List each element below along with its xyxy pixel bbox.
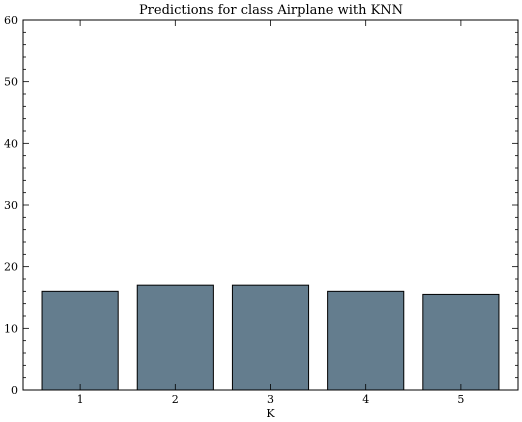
bar-3: [231, 284, 310, 391]
x-axis-title: K: [266, 407, 275, 420]
x-tick-label: 4: [362, 393, 369, 406]
y-tick-label: 40: [4, 137, 18, 150]
y-tick-label: 30: [4, 199, 18, 212]
bar-1: [41, 290, 119, 391]
bars-group: [41, 284, 500, 391]
bar-4: [327, 290, 405, 391]
x-tick-label: 1: [77, 393, 84, 406]
y-tick-label: 10: [4, 322, 18, 335]
bar-5: [422, 293, 500, 391]
x-tick-label: 3: [267, 393, 274, 406]
y-axis: 0 10 20 30 40 50 60: [4, 14, 518, 397]
x-axis: 1 2 3 4 5: [77, 20, 464, 406]
x-tick-label: 5: [457, 393, 464, 406]
chart-title: Predictions for class Airplane with KNN: [139, 3, 403, 18]
plot-frame: [22, 19, 519, 391]
y-tick-label: 0: [11, 384, 18, 397]
y-tick-label: 20: [4, 261, 18, 274]
y-tick-label: 50: [4, 76, 18, 89]
bar-2: [136, 284, 214, 391]
y-tick-label: 60: [4, 14, 18, 27]
x-tick-label: 2: [172, 393, 179, 406]
